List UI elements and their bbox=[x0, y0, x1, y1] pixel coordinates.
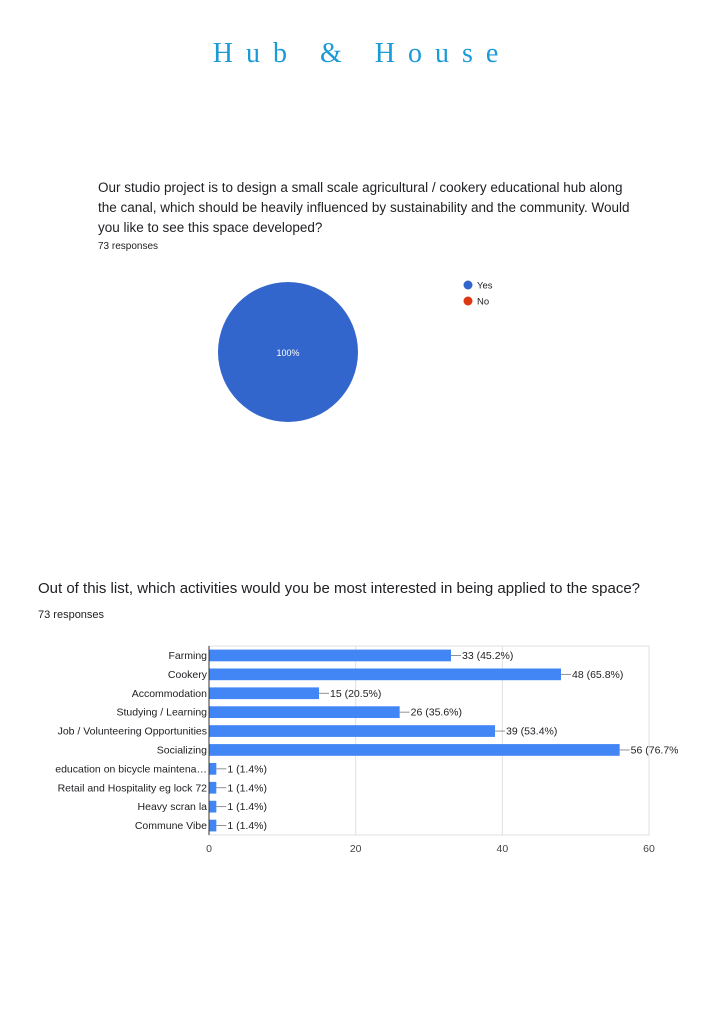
bar-chart: 0 20 40 60 Farming 33 (45.2%) Cookery 48 (65.8%… bbox=[55, 645, 682, 855]
question-2-text: Out of this list, which activities would… bbox=[38, 580, 640, 597]
question-1-text: Our studio project is to design a small … bbox=[98, 180, 630, 235]
data-label: 1 (1.4%) bbox=[227, 763, 267, 775]
bar bbox=[209, 668, 561, 681]
bar bbox=[209, 725, 495, 737]
pie-chart-container: 100% Yes No bbox=[200, 270, 530, 440]
bar-chart-container: 0 20 40 60 Farming 33 (45.2%) Cookery 48 (65.8%… bbox=[38, 640, 682, 860]
x-tick-label: 60 bbox=[643, 843, 655, 855]
x-tick-label: 40 bbox=[496, 843, 508, 855]
question-2-response-count: 73 responses bbox=[38, 609, 105, 621]
page-title: Hub & House bbox=[212, 38, 512, 69]
data-label: 1 (1.4%) bbox=[227, 820, 267, 832]
bar bbox=[209, 781, 217, 794]
bar bbox=[209, 687, 319, 700]
category-label: Studying / Learning bbox=[117, 707, 208, 719]
data-label: 1 (1.4%) bbox=[227, 782, 267, 794]
bar bbox=[209, 744, 620, 756]
category-label: Heavy scran la bbox=[138, 801, 208, 813]
legend-marker-no bbox=[463, 296, 473, 306]
pie-chart: 100% Yes No bbox=[218, 280, 493, 422]
data-label: 48 (65.8%) bbox=[572, 669, 623, 681]
data-label: 15 (20.5%) bbox=[330, 688, 381, 700]
category-label: Cookery bbox=[168, 669, 208, 681]
bar bbox=[209, 649, 451, 662]
legend-label-yes: Yes bbox=[477, 281, 493, 292]
bar bbox=[209, 819, 217, 832]
data-label: 39 (53.4%) bbox=[506, 726, 557, 738]
data-label: 1 (1.4%) bbox=[227, 801, 267, 813]
category-label: Socializing bbox=[157, 744, 207, 756]
category-label: Commune Vibe bbox=[135, 820, 207, 832]
bar bbox=[209, 762, 217, 775]
x-tick-label: 0 bbox=[206, 843, 212, 855]
question-1-response-count: 73 responses bbox=[98, 241, 159, 252]
bar bbox=[209, 706, 400, 719]
category-label: education on bicycle maintena… bbox=[55, 763, 207, 775]
category-label: Retail and Hospitality eg lock 72 bbox=[58, 782, 208, 794]
data-label: 33 (45.2%) bbox=[462, 650, 513, 662]
category-label: Farming bbox=[168, 650, 207, 662]
bar bbox=[209, 800, 217, 813]
pie-slice-label: 100% bbox=[276, 348, 299, 358]
category-label: Job / Volunteering Opportunities bbox=[58, 726, 207, 738]
category-label: Accommodation bbox=[132, 688, 207, 700]
data-label: 56 (76.7%) bbox=[631, 744, 678, 756]
legend-marker-yes bbox=[463, 280, 473, 290]
x-tick-label: 20 bbox=[350, 843, 362, 855]
pie-slice-yes bbox=[218, 282, 358, 422]
legend-label-no: No bbox=[477, 297, 489, 308]
data-label: 26 (35.6%) bbox=[411, 707, 462, 719]
